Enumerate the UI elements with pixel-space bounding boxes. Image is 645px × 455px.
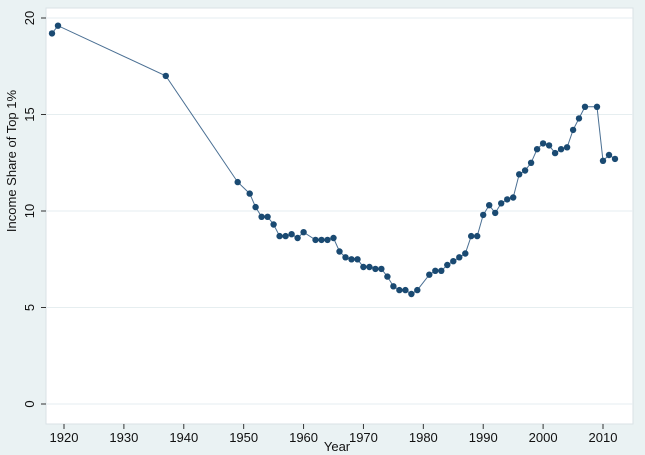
data-point — [318, 236, 325, 244]
data-point — [462, 250, 469, 257]
y-tick-label: 0 — [22, 400, 37, 407]
x-tick-label: 1920 — [50, 430, 79, 445]
data-point — [48, 30, 56, 37]
data-point — [366, 263, 373, 271]
x-tick-label: 2000 — [529, 430, 558, 445]
data-point — [498, 200, 505, 207]
data-point — [336, 248, 343, 255]
x-tick-label: 1930 — [109, 430, 138, 445]
y-tick-label: 10 — [22, 204, 37, 218]
data-points — [48, 22, 619, 298]
data-point — [378, 265, 385, 273]
data-point — [396, 286, 403, 294]
data-point — [533, 146, 541, 153]
plot-area — [45, 7, 634, 425]
data-point — [569, 126, 577, 134]
y-tick-label: 15 — [22, 107, 37, 121]
data-point — [581, 103, 589, 111]
data-point — [474, 232, 481, 240]
data-point — [330, 234, 337, 242]
data-point — [432, 267, 439, 274]
data-point — [276, 232, 283, 240]
data-point — [390, 283, 397, 290]
data-point — [521, 167, 529, 174]
data-point — [246, 190, 253, 197]
data-point — [348, 256, 355, 263]
data-point — [402, 286, 409, 294]
data-point — [288, 231, 295, 238]
gridlines — [46, 17, 633, 405]
x-tick-label: 1940 — [169, 430, 198, 445]
data-point — [264, 213, 271, 220]
data-point — [414, 286, 421, 294]
data-point — [605, 151, 613, 159]
data-point — [599, 157, 607, 164]
x-tick-label: 1980 — [409, 430, 438, 445]
data-point — [539, 140, 547, 147]
data-point — [486, 202, 493, 209]
data-point — [312, 236, 319, 244]
data-point — [527, 159, 535, 166]
data-point — [504, 196, 511, 203]
x-axis-ticks: 1920 1930 1940 1950 1960 1970 1980 1990 2000 2010 — [50, 424, 618, 445]
data-point — [372, 265, 379, 273]
data-point — [426, 271, 433, 278]
data-point — [252, 203, 259, 211]
data-point — [324, 236, 331, 244]
data-point — [384, 273, 391, 280]
data-point — [294, 234, 301, 242]
data-point — [270, 221, 277, 228]
data-point — [456, 254, 463, 261]
data-point — [450, 258, 457, 265]
data-point — [575, 115, 583, 122]
data-point — [492, 209, 499, 217]
data-point — [545, 142, 553, 149]
x-tick-label: 2010 — [589, 430, 618, 445]
data-point — [468, 232, 475, 240]
y-tick-label: 20 — [22, 11, 37, 25]
x-tick-label: 1960 — [289, 430, 318, 445]
data-point — [510, 194, 517, 201]
data-point — [551, 149, 559, 157]
x-tick-label: 1970 — [349, 430, 378, 445]
data-point — [234, 178, 241, 186]
data-point — [516, 171, 523, 178]
y-axis-ticks: 0 5 10 15 20 — [22, 11, 46, 408]
data-point — [408, 290, 415, 298]
data-point — [342, 254, 349, 261]
x-tick-label: 1990 — [469, 430, 498, 445]
x-tick-label: 1950 — [229, 430, 258, 445]
data-point — [258, 213, 265, 220]
data-point — [480, 211, 487, 219]
data-point — [54, 22, 62, 29]
y-axis-title: Income Share of Top 1% — [4, 89, 19, 232]
data-point — [557, 146, 565, 153]
data-point — [593, 103, 601, 111]
data-point — [282, 232, 289, 240]
data-point — [360, 263, 367, 271]
data-point — [300, 229, 307, 236]
data-point — [563, 144, 571, 151]
y-tick-label: 5 — [22, 304, 37, 311]
data-point — [354, 256, 361, 263]
data-point — [162, 72, 169, 80]
data-point — [444, 261, 451, 269]
data-point — [611, 155, 619, 163]
data-point — [438, 267, 445, 274]
x-axis-title: Year — [324, 439, 351, 454]
